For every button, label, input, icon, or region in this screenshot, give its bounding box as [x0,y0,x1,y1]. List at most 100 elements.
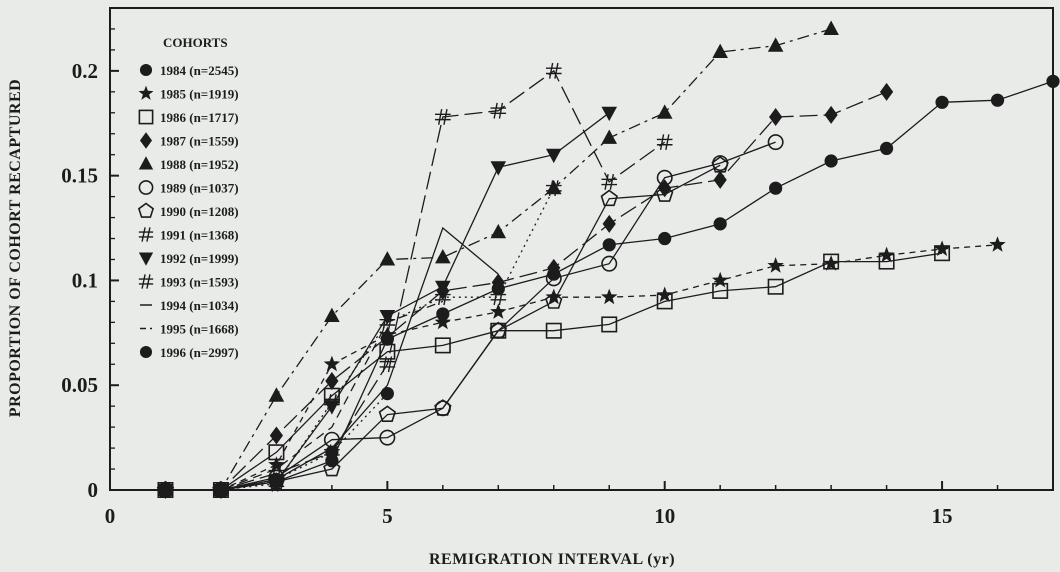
legend-swatch [138,274,154,289]
legend-label: 1991 (n=1368) [160,228,239,243]
legend-swatch [137,202,155,218]
data-point [601,255,618,272]
legend-item: 1992 (n=1999) [138,251,239,266]
data-point [545,148,562,164]
data-point [380,387,394,401]
legend-item: 1996 (n=2997) [139,345,239,360]
legend-swatch [139,63,153,77]
data-point [268,444,285,461]
legend-label: 1996 (n=2997) [160,345,239,360]
series-line [165,244,998,491]
axes: 0 5 10 15 0 0.05 0.1 0.15 0.2 [61,7,1054,528]
data-point [767,134,784,151]
data-point [879,82,894,101]
series-line [165,91,887,491]
data-point [712,271,729,288]
data-point [824,154,838,168]
legend-swatch [138,227,154,242]
data-point [323,459,341,477]
data-point [602,238,616,252]
data-point [378,405,397,423]
legend-label: 1985 (n=1919) [160,87,239,102]
data-point [545,180,562,197]
legend-title: COHORTS [163,35,228,50]
data-point [435,109,451,125]
legend-item: 1994 (n=1034) [140,298,239,313]
data-point [490,102,507,119]
data-point [545,62,562,79]
data-point [601,316,618,333]
data-point [824,105,838,124]
data-point [490,161,507,176]
series-line [165,69,666,491]
y-axis-title: PROPORTION OF COHORT RECAPTURED [7,79,24,417]
data-point [602,214,616,233]
plot-frame [109,7,1054,491]
data-point [601,174,618,190]
data-point [490,303,507,319]
series-line [165,252,943,491]
data-point [769,181,783,195]
data-point [324,307,340,323]
data-point [823,253,840,270]
legend-item: 1984 (n=2545) [139,63,239,78]
legend-item: 1993 (n=1593) [138,274,239,290]
data-point [545,288,562,305]
legend-label: 1988 (n=1952) [160,157,239,172]
legend-label: 1987 (n=1559) [160,134,239,149]
y-tick-label: 0.15 [61,164,98,188]
data-point [767,278,784,295]
data-point [268,456,285,472]
data-point [268,387,285,402]
data-point [490,223,507,239]
data-point [545,322,562,339]
data-point [434,399,452,416]
y-tick-label: 0.05 [61,373,98,397]
legend-item: 1995 (n=1668) [140,322,239,337]
legend-item: 1988 (n=1952) [138,156,239,172]
data-point [658,231,672,246]
data-point [656,169,673,186]
legend-label: 1989 (n=1037) [160,181,239,196]
legend-swatch [138,109,154,125]
legend-label: 1995 (n=1668) [160,322,239,337]
data-point [269,472,284,487]
data-point [769,107,783,126]
data-point [989,236,1006,252]
data-point [655,185,674,202]
legend-item: 1989 (n=1037) [138,180,239,196]
data-point [656,104,673,119]
legend-item: 1987 (n=1559) [139,132,239,149]
data-point [878,253,895,270]
data-point [934,245,951,262]
data-point [601,129,618,144]
data-point [435,289,451,306]
data-point [323,355,341,372]
data-point [601,106,618,122]
data-point [933,240,951,256]
y-tick-label: 0.2 [72,59,98,83]
data-point [325,445,339,459]
data-point [545,270,562,287]
x-tick-label: 10 [654,504,675,528]
data-point [324,400,340,415]
data-point [379,429,396,446]
data-point [822,255,840,271]
data-point [379,251,396,266]
data-point [711,156,729,173]
data-point [324,394,340,410]
data-point [325,372,339,391]
data-point [601,288,618,305]
y-tick-label: 0.1 [72,268,98,292]
data-point [712,43,728,59]
legend-swatch [138,85,154,100]
x-tick-label: 5 [382,504,393,528]
x-tick-label: 0 [105,504,116,528]
y-tick-label: 0 [88,478,99,502]
legend-item: 1990 (n=1208) [137,202,239,219]
data-point [990,93,1005,107]
data-point [713,170,727,189]
legend-swatch [139,345,153,359]
legend-label: 1993 (n=1593) [160,275,239,290]
